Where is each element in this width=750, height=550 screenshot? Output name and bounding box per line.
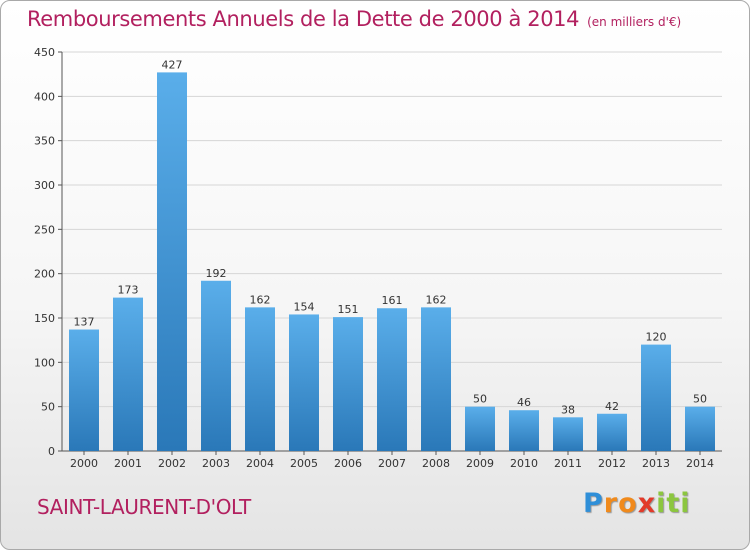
logo-letter: t [666,488,681,519]
bar-2014 [685,406,715,451]
logo-letter: i [656,488,667,519]
value-label-2010: 46 [517,396,531,409]
x-tick-label-2009: 2009 [466,457,494,470]
bar-2004 [245,307,275,451]
x-tick-label-2013: 2013 [642,457,670,470]
bar-2008 [421,307,451,451]
bar-2006 [333,317,363,451]
bar-2012 [597,413,627,451]
y-tick-label: 0 [48,445,55,458]
value-label-2014: 50 [693,393,707,406]
town-name: SAINT-LAURENT-D'OLT [37,495,251,519]
x-tick-label-2010: 2010 [510,457,538,470]
value-label-2002: 427 [162,58,183,71]
bar-2001 [113,297,143,451]
x-tick-label-2005: 2005 [290,457,318,470]
value-label-2004: 162 [250,293,271,306]
y-tick-label: 100 [34,356,55,369]
value-label-2006: 151 [338,303,359,316]
y-tick-label: 450 [34,46,55,59]
x-tick-label-2006: 2006 [334,457,362,470]
value-label-2001: 173 [118,284,139,297]
logo-letter: r [603,488,619,519]
bar-2011 [553,417,583,451]
bar-2013 [641,344,671,451]
bars [69,72,715,451]
logo-letter: o [618,488,638,519]
y-tick-label: 250 [34,223,55,236]
proxiti-logo: Proxiti [583,488,691,519]
value-label-2013: 120 [646,331,667,344]
chart-title-text: Remboursements Annuels de la Dette de 20… [27,7,580,31]
value-label-2007: 161 [382,294,403,307]
value-label-2005: 154 [294,300,315,313]
value-label-2000: 137 [74,316,95,329]
bar-2005 [289,314,319,451]
x-tick-label-2012: 2012 [598,457,626,470]
chart-unit-note: (en milliers d'€) [587,15,682,29]
bar-2003 [201,280,231,451]
y-tick-label: 200 [34,268,55,281]
y-tick-label: 150 [34,312,55,325]
value-label-2003: 192 [206,267,227,280]
value-label-2011: 38 [561,403,575,416]
y-tick-label: 350 [34,135,55,148]
x-tick-label-2002: 2002 [158,457,186,470]
x-tick-label-2001: 2001 [114,457,142,470]
x-tick-label-2014: 2014 [686,457,714,470]
y-tick-label: 50 [41,401,55,414]
logo-letter: P [583,488,604,519]
y-tick-label: 400 [34,90,55,103]
logo-letter: i [680,488,691,519]
value-label-2012: 42 [605,400,619,413]
x-tick-label-2003: 2003 [202,457,230,470]
bar-2000 [69,329,99,451]
value-labels: 137 173 427 192 162 154 151 161 162 50 46 38 42 120 50 [74,58,708,416]
bar-2002 [157,72,187,451]
x-tick-label-2011: 2011 [554,457,582,470]
x-tick-label-2008: 2008 [422,457,450,470]
y-tick-label: 300 [34,179,55,192]
value-label-2008: 162 [426,293,447,306]
logo-letter: x [637,488,657,519]
bar-2009 [465,406,495,451]
value-label-2009: 50 [473,393,487,406]
x-tick-label-2007: 2007 [378,457,406,470]
x-tick-label-2000: 2000 [70,457,98,470]
bar-2010 [509,410,539,451]
bar-2007 [377,308,407,451]
x-tick-label-2004: 2004 [246,457,274,470]
chart-title: Remboursements Annuels de la Dette de 20… [27,7,681,31]
